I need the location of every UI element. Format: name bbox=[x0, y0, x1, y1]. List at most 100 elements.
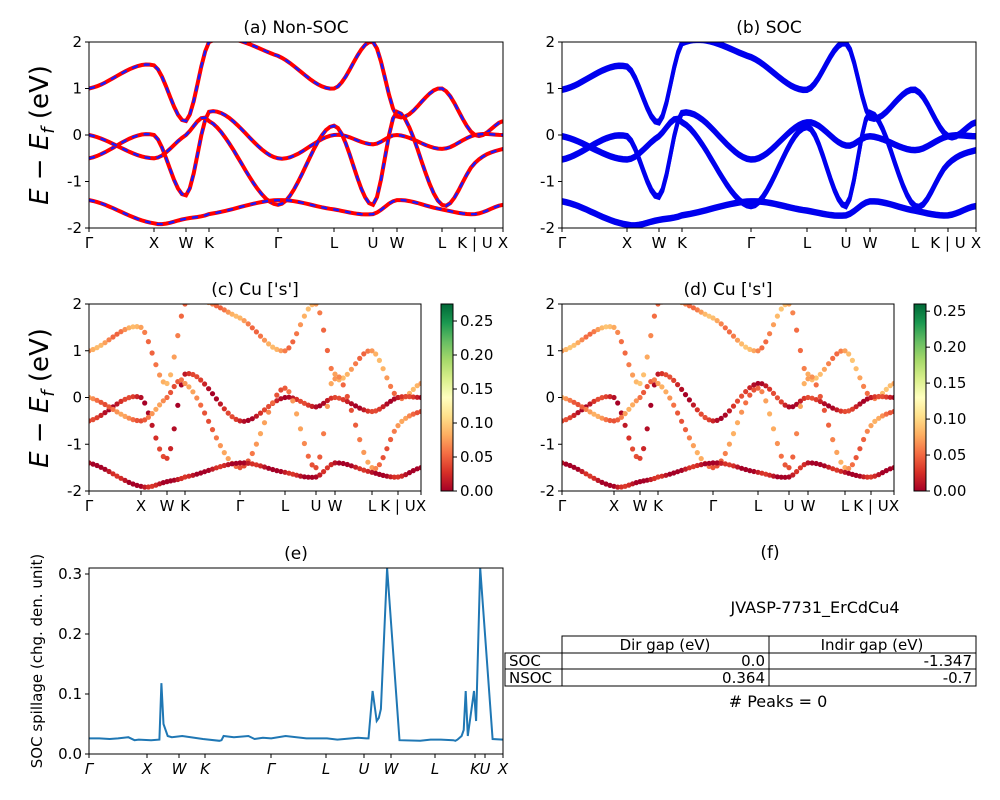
x-tick-label: L bbox=[841, 497, 850, 515]
band-point bbox=[365, 348, 371, 354]
band-point bbox=[809, 460, 815, 466]
band-point bbox=[229, 311, 235, 317]
x-tick-label: L bbox=[911, 234, 920, 252]
y-tick-label: 0.3 bbox=[58, 565, 82, 583]
band-point bbox=[830, 437, 836, 443]
colorbar-tick-label: 0.05 bbox=[460, 448, 493, 466]
band-point bbox=[838, 408, 844, 414]
band-point bbox=[90, 396, 96, 402]
band-point bbox=[587, 401, 593, 407]
band-point bbox=[270, 344, 276, 350]
band-point bbox=[763, 398, 769, 404]
band-point bbox=[270, 400, 276, 406]
band-point bbox=[297, 398, 304, 404]
band-point bbox=[730, 463, 737, 469]
band-point bbox=[718, 460, 724, 466]
band-point bbox=[726, 441, 733, 447]
band-point bbox=[94, 345, 100, 351]
band-point bbox=[278, 396, 284, 402]
band-point bbox=[282, 394, 288, 401]
band-point bbox=[399, 473, 405, 479]
band-point bbox=[857, 446, 863, 452]
band-point bbox=[186, 371, 192, 377]
band-point bbox=[217, 305, 223, 311]
band-point bbox=[797, 347, 804, 354]
x-tick-label: U bbox=[311, 497, 322, 515]
band-point bbox=[694, 407, 700, 413]
band-point bbox=[357, 466, 363, 472]
y-tick-label: 0 bbox=[72, 389, 82, 407]
band-point bbox=[257, 431, 264, 437]
band-point bbox=[575, 401, 581, 408]
band-point bbox=[751, 348, 757, 354]
y-tick-label: 1 bbox=[545, 80, 555, 98]
band-point bbox=[209, 391, 216, 397]
band-point bbox=[94, 397, 100, 403]
band-point bbox=[722, 461, 728, 467]
axes-frame bbox=[561, 41, 977, 229]
band-line bbox=[89, 42, 503, 139]
band-point bbox=[567, 397, 573, 403]
band-point bbox=[321, 469, 327, 475]
band-point bbox=[637, 380, 643, 387]
band-point bbox=[380, 366, 386, 372]
band-point bbox=[644, 354, 650, 360]
band-point bbox=[767, 411, 773, 417]
band-point bbox=[805, 376, 811, 382]
band-point bbox=[655, 304, 661, 307]
band-point bbox=[591, 329, 597, 335]
axes-frame bbox=[88, 567, 504, 755]
band-point bbox=[134, 417, 140, 424]
band-point bbox=[607, 482, 613, 488]
x-tick-label: U bbox=[368, 234, 379, 252]
band-point bbox=[575, 466, 581, 472]
colorbar-tick-label: 0.20 bbox=[460, 346, 493, 364]
band-point bbox=[249, 325, 255, 331]
band-point bbox=[164, 380, 170, 387]
band-point bbox=[778, 399, 784, 405]
band-point bbox=[770, 473, 777, 479]
band-point bbox=[782, 474, 788, 480]
band-point bbox=[114, 331, 120, 337]
band-point bbox=[194, 395, 200, 401]
colorbar-tick-label: 0.15 bbox=[933, 374, 966, 392]
band-point bbox=[667, 395, 673, 401]
band-point bbox=[376, 462, 382, 468]
band-point bbox=[110, 471, 116, 477]
band-point bbox=[221, 462, 227, 469]
panel-title: (b) SOC bbox=[736, 18, 802, 38]
band-point bbox=[710, 418, 716, 424]
band-point bbox=[759, 470, 765, 476]
band-line-split bbox=[562, 201, 976, 228]
band-point bbox=[198, 402, 204, 408]
x-tick-label: Γ bbox=[747, 234, 756, 252]
band-point bbox=[257, 463, 264, 469]
band-point bbox=[257, 333, 264, 339]
band-point bbox=[324, 397, 330, 404]
x-tick-label: Γ bbox=[267, 760, 277, 778]
band-point bbox=[563, 346, 569, 353]
band-point bbox=[714, 417, 720, 423]
band-point bbox=[353, 361, 359, 367]
band-point bbox=[633, 398, 639, 404]
band-point bbox=[838, 468, 844, 474]
y-tick-label: -1 bbox=[67, 173, 82, 191]
band-point bbox=[373, 351, 379, 357]
x-tick-label: W bbox=[633, 497, 648, 515]
band-point bbox=[253, 329, 259, 335]
band-point bbox=[118, 329, 124, 335]
band-point bbox=[644, 426, 650, 432]
col-header-indir: Indir gap (eV) bbox=[821, 636, 924, 654]
band-point bbox=[249, 450, 255, 457]
band-point bbox=[245, 321, 251, 327]
band-point bbox=[821, 401, 828, 407]
colorbar-tick-label: 0.10 bbox=[460, 414, 493, 432]
band-point bbox=[237, 418, 243, 424]
band-point bbox=[157, 446, 163, 452]
band-point bbox=[702, 414, 708, 421]
band-point bbox=[743, 344, 749, 350]
band-point bbox=[686, 465, 693, 471]
band-point bbox=[759, 381, 765, 387]
band-point bbox=[340, 397, 346, 403]
